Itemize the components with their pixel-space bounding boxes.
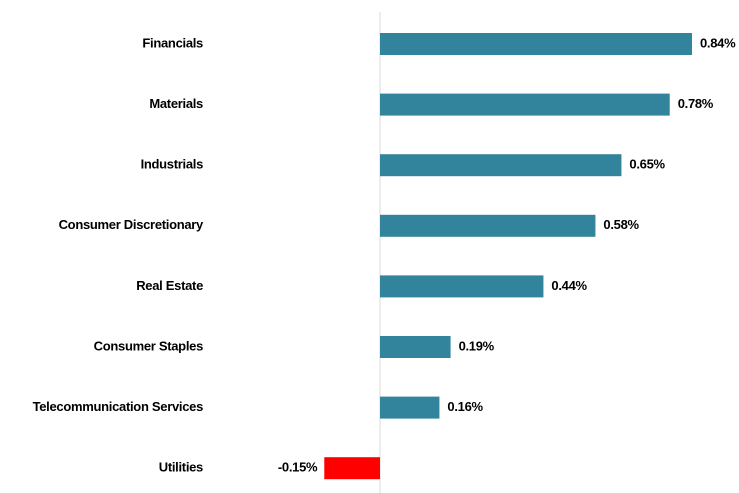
bar <box>380 275 544 298</box>
bar <box>380 214 596 237</box>
category-label: Consumer Discretionary <box>59 217 204 232</box>
value-label: -0.15% <box>278 460 318 475</box>
category-label: Financials <box>142 35 203 50</box>
value-label: 0.44% <box>551 278 587 293</box>
bar <box>324 457 380 480</box>
bar <box>380 33 692 55</box>
category-label: Real Estate <box>136 278 203 293</box>
category-label: Materials <box>149 96 203 111</box>
value-label: 0.58% <box>603 217 639 232</box>
bar <box>380 93 670 116</box>
category-label: Consumer Staples <box>94 338 203 353</box>
bar <box>380 336 451 358</box>
category-label: Telecommunication Services <box>33 399 203 414</box>
bar <box>380 396 440 419</box>
bar <box>380 154 622 177</box>
value-label: 0.65% <box>629 157 665 172</box>
value-label: 0.78% <box>678 96 714 111</box>
value-label: 0.84% <box>700 35 736 50</box>
category-label: Utilities <box>159 460 203 475</box>
value-label: 0.16% <box>447 399 483 414</box>
value-label: 0.19% <box>459 338 495 353</box>
category-label: Industrials <box>141 157 204 172</box>
